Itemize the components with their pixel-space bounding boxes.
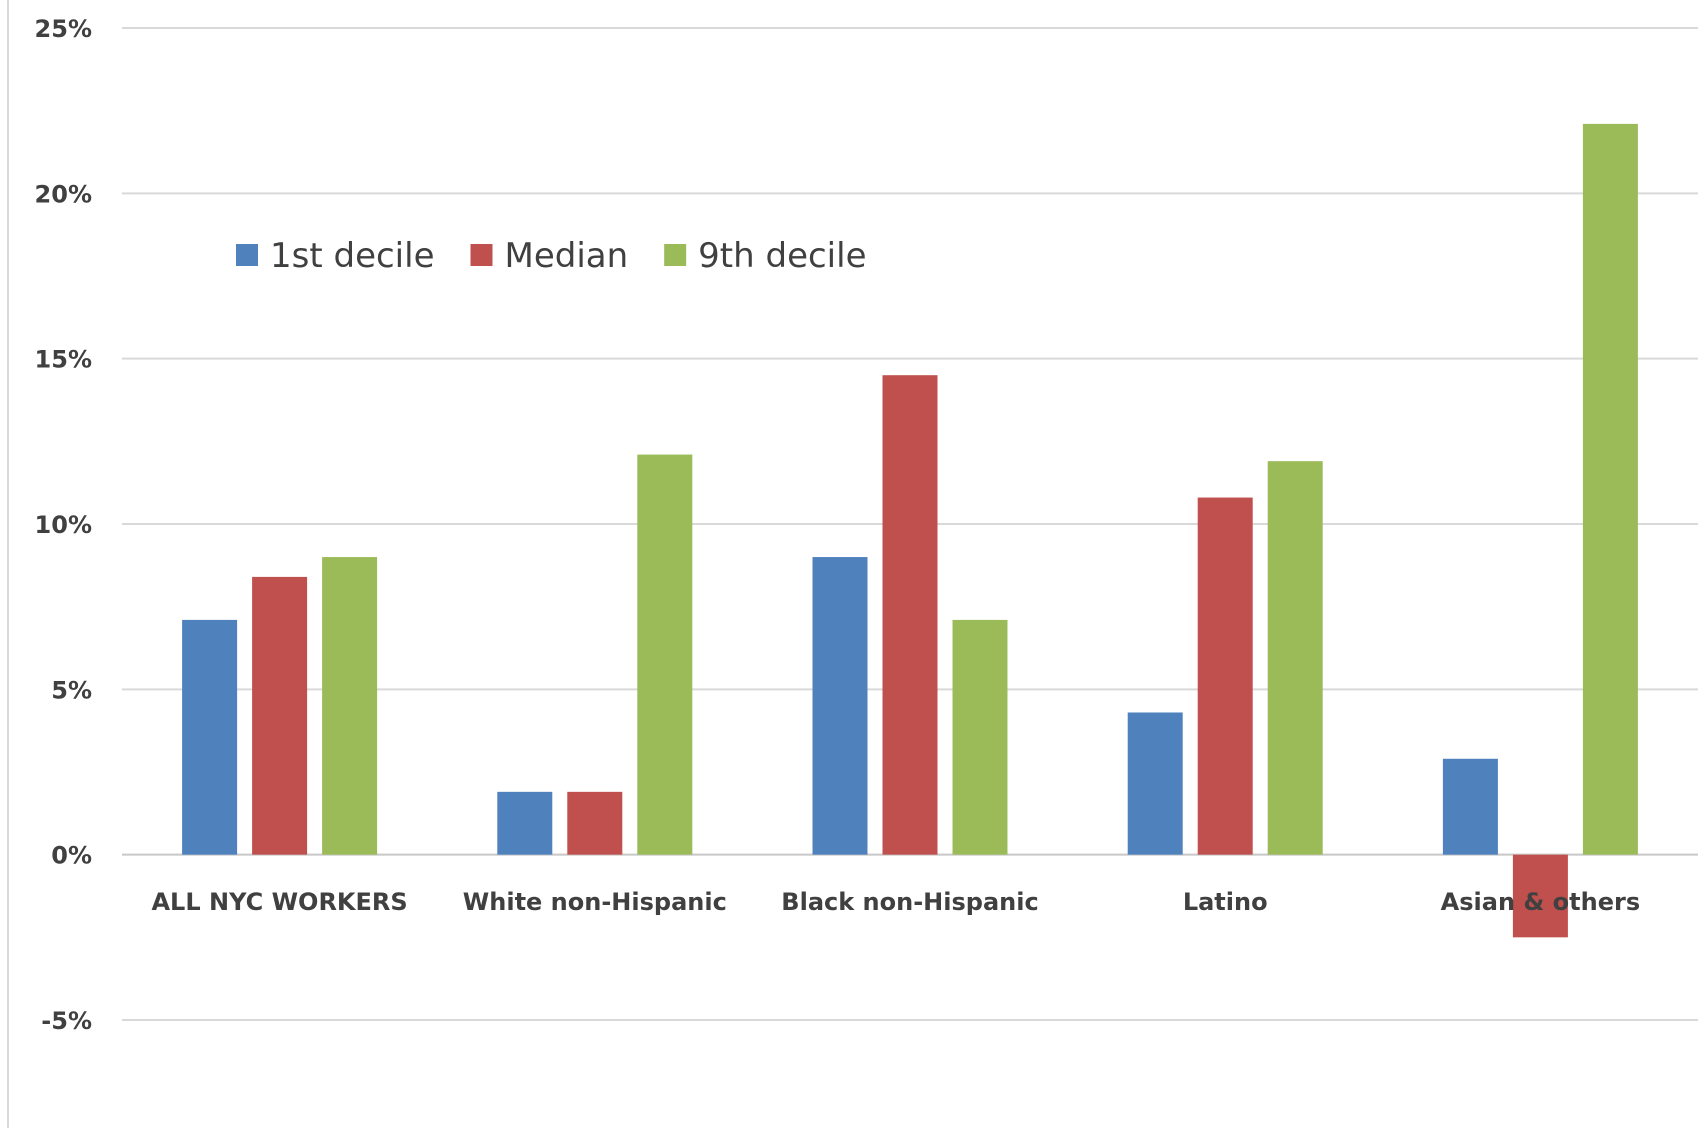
y-tick-label: 0% [51,842,92,870]
bars [182,123,1638,938]
legend-swatch [236,244,258,266]
legend-label: 9th decile [698,236,866,276]
legend-label: 1st decile [270,236,435,276]
x-tick-label: ALL NYC WORKERS [151,888,407,916]
bar [1197,497,1253,855]
bar [567,791,623,855]
bar [497,791,553,855]
x-tick-label: Latino [1183,888,1268,916]
y-tick-label: 5% [51,676,92,704]
bar [1267,461,1323,855]
bar [322,557,378,855]
bar [882,375,938,855]
y-axis-ticks: 25% 20% 15% 10% 5% 0% -5% [35,15,92,1035]
bar [1512,854,1568,938]
bar [812,557,868,855]
bar [1442,758,1498,855]
bar [182,619,238,855]
legend: 1st decile Median 9th decile [236,236,867,276]
bar [637,454,693,855]
y-tick-label: -5% [41,1007,92,1035]
y-tick-label: 20% [35,180,92,208]
bar [1582,123,1638,855]
bar [252,576,308,855]
x-tick-label: Asian & others [1441,888,1640,916]
x-axis-labels: ALL NYC WORKERS White non-Hispanic Black n… [151,888,1640,916]
x-tick-label: White non-Hispanic [463,888,727,916]
y-tick-label: 25% [35,15,92,43]
legend-swatch [470,244,493,266]
bar [952,619,1008,855]
bar [1127,712,1183,855]
x-tick-label: Black non-Hispanic [781,888,1038,916]
y-tick-label: 15% [35,346,92,374]
y-tick-label: 10% [35,511,92,539]
legend-label: Median [505,236,629,276]
legend-swatch [664,244,687,266]
